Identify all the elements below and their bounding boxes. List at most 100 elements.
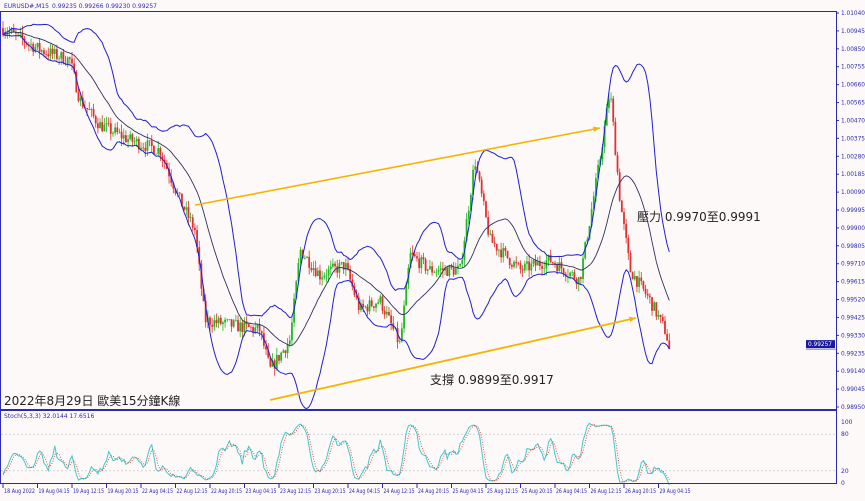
candle-body: [502, 248, 505, 258]
candle: [36, 42, 39, 50]
time-tick-label: 22 Aug 04:15: [142, 488, 173, 495]
candle-body: [194, 227, 196, 231]
candle: [631, 271, 634, 280]
time-tick-label: 23 Aug 20:15: [315, 488, 346, 495]
candle: [517, 261, 520, 266]
candle: [562, 267, 565, 277]
candle-body: [403, 305, 405, 329]
candle-body: [150, 140, 153, 146]
stochastic-panel: [1, 422, 836, 486]
candle: [457, 258, 459, 275]
candle-body: [429, 266, 431, 270]
candle: [241, 320, 244, 338]
candle-body: [306, 256, 308, 258]
chart-title-annotation: 2022年8月29日 歐美15分鐘K線: [4, 393, 180, 408]
candle: [131, 133, 134, 147]
candle: [56, 44, 58, 62]
candle: [112, 131, 114, 137]
candle-body: [338, 263, 341, 273]
candle: [213, 314, 216, 331]
candle: [338, 259, 341, 279]
candle-body: [127, 139, 129, 143]
candle-body: [135, 138, 138, 142]
candle-body: [467, 210, 470, 219]
candle: [189, 212, 192, 223]
candle-body: [2, 28, 4, 35]
trendline-arrowhead: [628, 316, 636, 323]
candle: [252, 325, 255, 337]
candle-body: [226, 319, 229, 321]
candle-body: [357, 297, 360, 311]
candle: [390, 309, 393, 331]
candle-body: [616, 155, 619, 173]
candle: [592, 191, 595, 211]
candle: [77, 87, 80, 103]
candle: [646, 289, 649, 300]
candle-body: [510, 265, 513, 267]
price-tick-label: 0.99615: [841, 279, 865, 286]
trendline: [269, 317, 637, 401]
candle-body: [586, 239, 589, 243]
candle-body: [618, 172, 621, 201]
candle: [545, 254, 548, 276]
candle: [420, 254, 423, 274]
candle: [49, 43, 52, 62]
candle-body: [485, 201, 487, 217]
candle: [34, 43, 37, 54]
candle: [506, 250, 509, 259]
candle: [461, 252, 464, 268]
candle: [444, 264, 446, 276]
candle: [528, 254, 531, 278]
candle-body: [398, 341, 401, 342]
candle: [118, 128, 121, 134]
candle-body: [118, 131, 121, 133]
candle: [636, 275, 638, 293]
candle: [446, 265, 449, 277]
candle: [321, 271, 324, 286]
candle-body: [122, 135, 125, 139]
candle-body: [189, 217, 192, 219]
price-tick-label: 1.00375: [841, 135, 865, 142]
candle: [659, 314, 662, 324]
moving-average-line: [2, 31, 670, 346]
resistance-annotation: 壓力 0.9970至0.9991: [637, 210, 761, 224]
candle-body: [493, 242, 496, 245]
candle-body: [170, 176, 173, 183]
candle: [510, 263, 513, 270]
candle-body: [558, 262, 561, 272]
candle-body: [620, 200, 623, 213]
candle: [480, 176, 483, 198]
candle: [485, 200, 487, 219]
candle-body: [655, 302, 658, 317]
candle-body: [530, 263, 533, 271]
price-tick-label: 0.99330: [841, 332, 865, 339]
candle: [194, 223, 196, 236]
candle-body: [155, 153, 157, 155]
trendline-arrowhead: [593, 126, 600, 132]
candle-body: [286, 344, 289, 354]
candle: [385, 306, 388, 319]
candle-body: [487, 216, 490, 235]
candle-body: [569, 272, 571, 277]
candle: [633, 270, 636, 281]
time-tick-label: 25 Aug 12:15: [487, 488, 518, 495]
candle: [271, 353, 274, 368]
candle: [474, 159, 477, 178]
candle: [521, 265, 524, 277]
candle: [482, 190, 485, 206]
candle-body: [446, 267, 449, 276]
candle: [623, 207, 625, 231]
candle: [265, 339, 267, 355]
candle: [209, 315, 211, 331]
candle-body: [73, 63, 76, 72]
candle: [92, 103, 95, 119]
candle-body: [334, 263, 336, 267]
time-tick-label: 24 Aug 12:15: [384, 488, 415, 495]
time-tick-label: 22 Aug 12:15: [177, 488, 208, 495]
candle-body: [416, 256, 418, 259]
candle-body: [424, 259, 427, 271]
candle-body: [174, 188, 177, 194]
time-tick-label: 25 Aug 20:15: [522, 488, 553, 495]
